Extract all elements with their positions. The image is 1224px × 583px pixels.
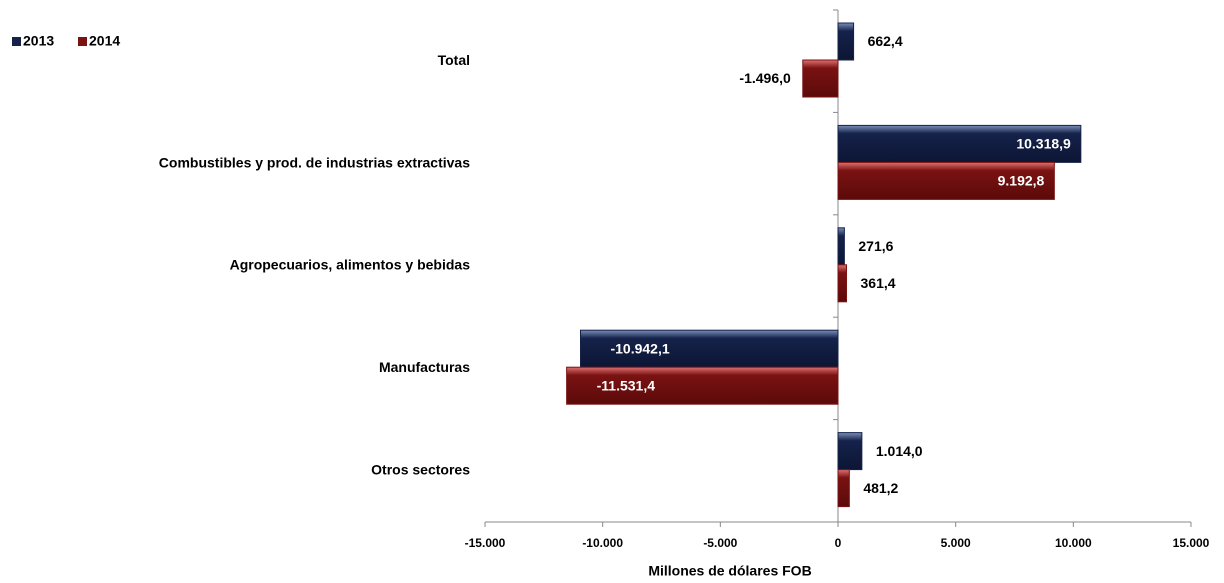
category-label: Agropecuarios, alimentos y bebidas (230, 257, 471, 273)
value-label: 10.318,9 (1016, 136, 1071, 152)
bar (837, 469, 850, 508)
bar (837, 161, 1055, 200)
x-axis-label: Millones de dólares FOB (648, 563, 811, 579)
category-label: Otros sectores (371, 462, 470, 478)
x-tick-label: 15.000 (1173, 536, 1210, 550)
bar (837, 22, 855, 61)
legend-label: 2013 (23, 33, 54, 49)
x-tick-label: -15.000 (465, 536, 506, 550)
legend-swatch (12, 37, 21, 46)
category-label: Manufacturas (379, 359, 470, 375)
category-label: Combustibles y prod. de industrias extra… (159, 154, 470, 170)
bar (566, 366, 839, 405)
legend-label: 2014 (89, 33, 120, 49)
bar (837, 264, 848, 303)
value-label: 1.014,0 (876, 443, 923, 459)
x-tick-label: 0 (835, 536, 842, 550)
value-label: 662,4 (868, 33, 903, 49)
value-label: 481,2 (863, 480, 898, 496)
value-label: -11.531,4 (597, 377, 656, 393)
x-tick-label: 5.000 (941, 536, 971, 550)
x-tick-label: -10.000 (582, 536, 623, 550)
bar (837, 432, 863, 471)
value-label: 9.192,8 (998, 173, 1045, 189)
legend-swatch (78, 37, 87, 46)
bar (837, 124, 1082, 163)
value-label: 271,6 (858, 238, 893, 254)
x-tick-label: -5.000 (703, 536, 737, 550)
value-label: -1.496,0 (739, 70, 791, 86)
value-label: -10.942,1 (610, 340, 669, 356)
value-label: 361,4 (861, 275, 896, 291)
bar (579, 329, 839, 368)
bar (837, 227, 845, 266)
category-label: Total (438, 52, 470, 68)
x-tick-label: 10.000 (1055, 536, 1092, 550)
bar (802, 59, 839, 98)
